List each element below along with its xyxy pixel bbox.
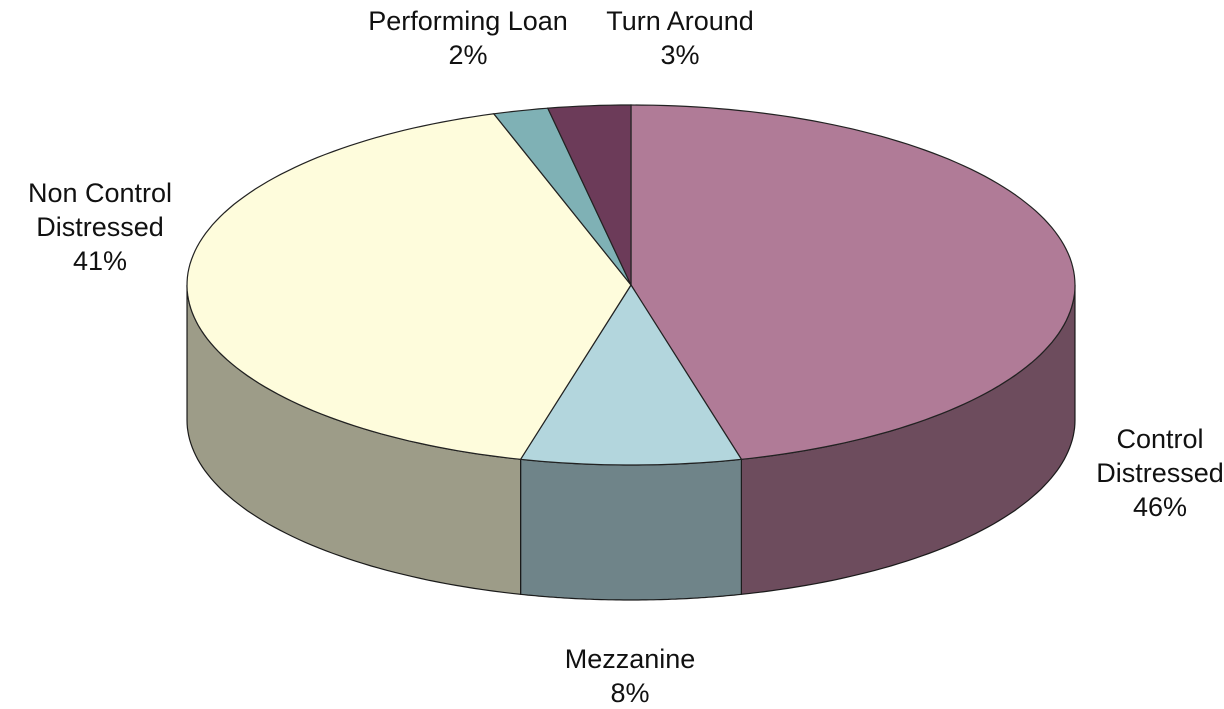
slice-label: Turn Around xyxy=(606,6,754,36)
slice xyxy=(630,104,1076,460)
slice-side-shade xyxy=(520,459,742,600)
label-line: Control xyxy=(1116,424,1203,454)
slice-side-shade xyxy=(187,285,521,595)
label-line: Distressed xyxy=(1096,458,1224,488)
label-line: Distressed xyxy=(36,212,164,242)
slice-label: Mezzanine xyxy=(565,644,696,674)
slice-value-label: 8% xyxy=(610,678,649,708)
slice-value-label: 2% xyxy=(448,40,487,70)
slice-value-label: 3% xyxy=(660,40,699,70)
label-line: Performing Loan xyxy=(368,6,568,36)
slice-value-label: 46% xyxy=(1133,492,1187,522)
label-line: Mezzanine xyxy=(565,644,696,674)
slice xyxy=(186,113,632,460)
slice xyxy=(519,283,743,466)
slice xyxy=(546,104,632,286)
slice-side-shade xyxy=(741,285,1075,595)
slice-label: Non Control Distressed xyxy=(28,178,172,242)
slice-label: Control Distressed xyxy=(1096,424,1224,488)
slice-value-label: 41% xyxy=(73,246,127,276)
label-line: Non Control xyxy=(28,178,172,208)
label-line: Turn Around xyxy=(606,6,754,36)
slice xyxy=(492,107,632,286)
slice-label: Performing Loan xyxy=(368,6,568,36)
